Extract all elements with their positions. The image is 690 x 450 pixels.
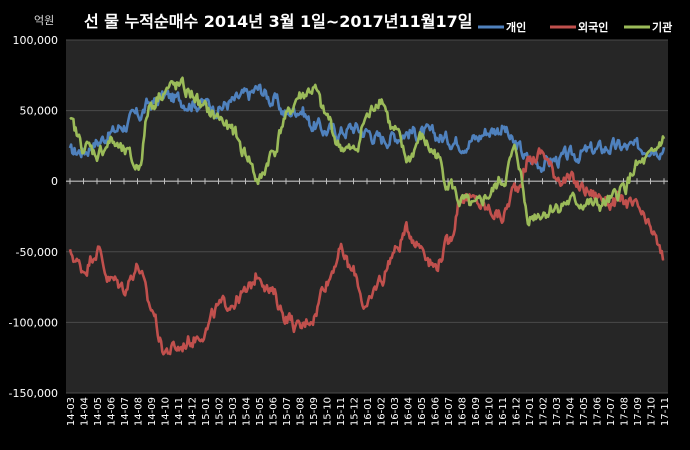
x-tick-label: 14-04 xyxy=(80,397,91,426)
x-tick-label: 17-01 xyxy=(525,397,536,426)
series-line-1 xyxy=(68,83,666,173)
x-tick-label: 15-01 xyxy=(201,397,212,426)
x-tick-label: 14-08 xyxy=(134,397,145,426)
series-line-2 xyxy=(68,147,665,356)
x-tick-label: 16-05 xyxy=(417,397,428,426)
x-tick-label: 15-06 xyxy=(269,397,280,426)
x-tick-label: 14-05 xyxy=(93,397,104,426)
x-tick-label: 15-10 xyxy=(323,397,334,426)
series-lines xyxy=(68,76,666,356)
legend-label: 기관 xyxy=(652,20,672,34)
x-axis-tick-labels: 14-03 14-04 14-05 14-06 14-07 14-08 14-09 14-10… xyxy=(66,397,671,426)
y-axis-tick-labels: 100,000 50,000 0 -50,000 -100,000 -150,000 xyxy=(9,34,58,400)
x-tick-label: 16-08 xyxy=(458,397,469,426)
x-tick-label: 17-11 xyxy=(660,397,671,426)
x-tick-label: 16-09 xyxy=(471,397,482,426)
x-tick-label: 17-04 xyxy=(566,397,577,426)
x-tick-label: 16-01 xyxy=(363,397,374,426)
x-tick-label: 15-08 xyxy=(296,397,307,426)
y-axis-unit-label: 억원 xyxy=(34,14,54,27)
y-tick-label: 100,000 xyxy=(13,34,59,47)
y-tick-label: -50,000 xyxy=(16,246,58,259)
x-tick-label: 17-09 xyxy=(633,397,644,426)
x-tick-label: 15-02 xyxy=(215,397,226,426)
x-tick-label: 15-03 xyxy=(228,397,239,426)
x-tick-label: 14-09 xyxy=(147,397,158,426)
x-tick-label: 16-02 xyxy=(377,397,388,426)
x-tick-label: 15-09 xyxy=(309,397,320,426)
x-tick-label: 16-07 xyxy=(444,397,455,426)
x-tick-label: 17-02 xyxy=(539,397,550,426)
y-tick-label: 0 xyxy=(51,175,58,188)
x-tick-label: 14-03 xyxy=(66,397,77,426)
x-tick-label: 17-06 xyxy=(593,397,604,426)
x-tick-label: 16-03 xyxy=(390,397,401,426)
x-tick-label: 15-11 xyxy=(336,397,347,426)
x-tick-label: 17-05 xyxy=(579,397,590,426)
chart-title: 선 물 누적순매수 2014년 3월 1일~2017년11월17일 xyxy=(84,12,472,31)
x-tick-label: 14-10 xyxy=(161,397,172,426)
x-tick-label: 15-12 xyxy=(350,397,361,426)
x-tick-label: 17-08 xyxy=(620,397,631,426)
legend-label: 외국인 xyxy=(578,20,608,34)
x-tick-label: 14-06 xyxy=(107,397,118,426)
x-tick-label: 16-06 xyxy=(431,397,442,426)
x-tick-label: 16-12 xyxy=(512,397,523,426)
gridlines xyxy=(66,39,668,394)
x-tick-label: 16-04 xyxy=(404,397,415,426)
x-tick-label: 17-07 xyxy=(606,397,617,426)
x-tick-label: 17-03 xyxy=(552,397,563,426)
x-tick-label: 15-07 xyxy=(282,397,293,426)
x-axis xyxy=(66,178,668,185)
y-tick-label: -100,000 xyxy=(9,316,58,329)
x-tick-label: 16-11 xyxy=(498,397,509,426)
y-tick-label: 50,000 xyxy=(20,105,59,118)
x-tick-label: 14-12 xyxy=(188,397,199,426)
legend-label: 개인 xyxy=(506,20,526,34)
x-tick-label: 17-10 xyxy=(647,397,658,426)
x-tick-label: 15-05 xyxy=(255,397,266,426)
x-tick-label: 14-07 xyxy=(120,397,131,426)
legend: 개인 외국인 기관 xyxy=(478,20,672,34)
y-tick-label: -150,000 xyxy=(9,387,58,400)
x-tick-label: 14-11 xyxy=(174,397,185,426)
series-line-3 xyxy=(69,76,666,227)
x-tick-label: 15-04 xyxy=(242,397,253,426)
x-tick-label: 16-10 xyxy=(485,397,496,426)
plot-area xyxy=(66,40,668,393)
